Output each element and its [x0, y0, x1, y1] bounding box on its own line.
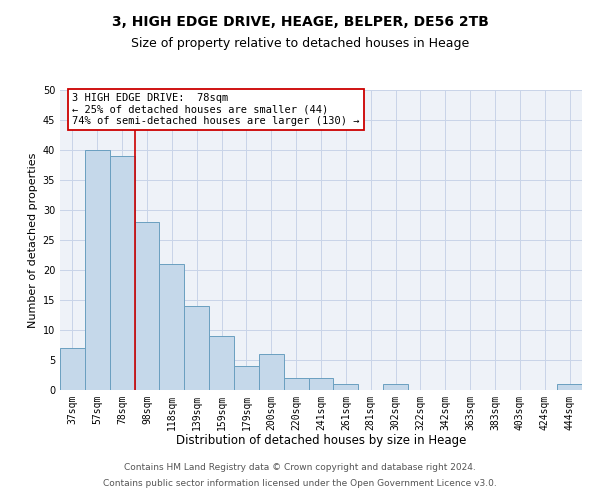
Bar — [209, 336, 234, 390]
Bar — [308, 378, 334, 390]
Y-axis label: Number of detached properties: Number of detached properties — [28, 152, 38, 328]
Bar — [234, 366, 259, 390]
Bar — [284, 378, 308, 390]
Bar — [259, 354, 284, 390]
Bar — [383, 384, 408, 390]
Text: 3, HIGH EDGE DRIVE, HEAGE, BELPER, DE56 2TB: 3, HIGH EDGE DRIVE, HEAGE, BELPER, DE56 … — [112, 15, 488, 29]
Bar — [110, 156, 134, 390]
Bar — [184, 306, 209, 390]
Bar — [557, 384, 582, 390]
Bar — [60, 348, 85, 390]
Bar — [160, 264, 184, 390]
Bar — [85, 150, 110, 390]
Bar — [334, 384, 358, 390]
Text: Contains HM Land Registry data © Crown copyright and database right 2024.: Contains HM Land Registry data © Crown c… — [124, 464, 476, 472]
Text: Contains public sector information licensed under the Open Government Licence v3: Contains public sector information licen… — [103, 478, 497, 488]
X-axis label: Distribution of detached houses by size in Heage: Distribution of detached houses by size … — [176, 434, 466, 448]
Text: Size of property relative to detached houses in Heage: Size of property relative to detached ho… — [131, 38, 469, 51]
Text: 3 HIGH EDGE DRIVE:  78sqm
← 25% of detached houses are smaller (44)
74% of semi-: 3 HIGH EDGE DRIVE: 78sqm ← 25% of detach… — [73, 93, 360, 126]
Bar — [134, 222, 160, 390]
